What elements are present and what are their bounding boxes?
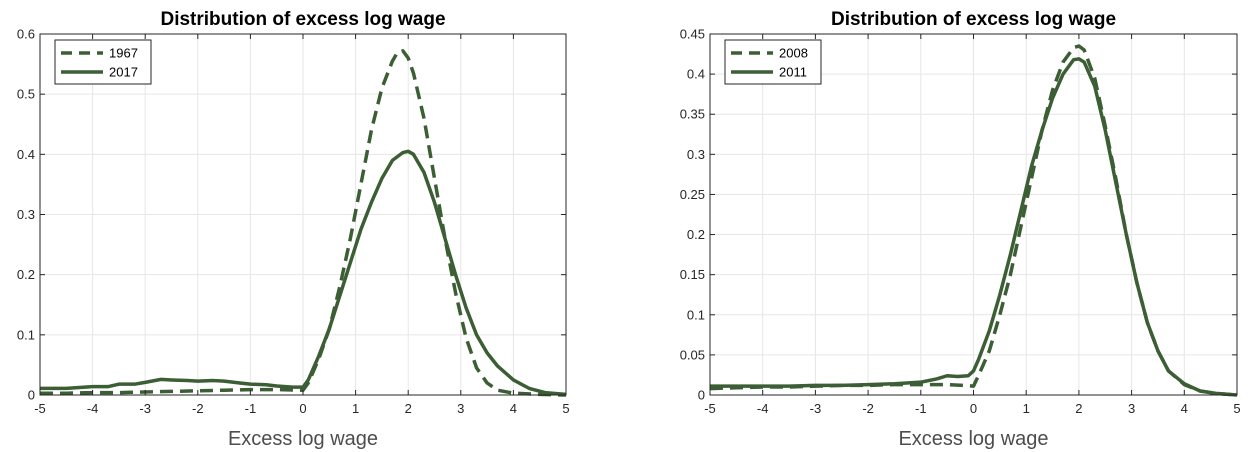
chart-panel-right: -5 -4 -3 -2 -1 0 1 2 3 4 5 0 0.05 0.1 0.15 0.2 0.25 0.3 0.…: [680, 9, 1241, 450]
y-tick-label: 0: [698, 388, 705, 403]
x-tick-label: 4: [510, 401, 517, 416]
x-axis-label: Excess log wage: [898, 428, 1048, 450]
y-tick-label: 0.25: [680, 187, 705, 202]
chart-title: Distribution of excess log wage: [831, 9, 1116, 30]
y-tick-label: 0.2: [687, 227, 705, 242]
x-tick-label: -3: [810, 401, 822, 416]
legend-box: [54, 39, 152, 85]
y-tick-label: 0: [28, 388, 35, 403]
x-tick-label: -2: [192, 401, 204, 416]
x-tick-label: 0: [299, 401, 306, 416]
series-line-2017: [40, 149, 567, 397]
legend-box: [724, 39, 822, 85]
y-tick-label: 0.05: [680, 347, 705, 362]
x-tick-label: -3: [139, 401, 151, 416]
legend-label: 2011: [779, 65, 807, 80]
y-tick-label: 0.4: [687, 67, 705, 82]
x-axis-label: Excess log wage: [228, 428, 378, 450]
legend-label: 2008: [779, 46, 808, 61]
y-tick-label: 0.5: [17, 87, 35, 102]
y-tick-label: 0.3: [687, 147, 705, 162]
series-line-2011: [710, 57, 1238, 397]
y-tick-label: 0.4: [17, 147, 35, 162]
x-tick-label: -4: [757, 401, 769, 416]
legend-label: 2017: [109, 65, 138, 80]
x-tick-label: 2: [405, 401, 412, 416]
series-line-1967: [40, 49, 567, 397]
x-tick-label: 4: [1181, 401, 1188, 416]
y-tick-label: 0.45: [680, 27, 705, 42]
x-tick-label: -4: [87, 401, 99, 416]
y-tick-label: 0.2: [17, 267, 35, 282]
x-tick-label: -1: [915, 401, 927, 416]
y-tick-label: 0.3: [17, 207, 35, 222]
chart-panel-left: -5 -4 -3 -2 -1 0 1 2 3 4 5 0 0.1 0.2 0.3 0.4 0.5 0.6 Distr…: [17, 9, 570, 450]
x-tick-label: -5: [34, 401, 46, 416]
x-tick-label: -5: [704, 401, 716, 416]
chart-title: Distribution of excess log wage: [160, 9, 445, 30]
x-tick-label: 1: [1023, 401, 1030, 416]
y-tick-label: 0.15: [680, 267, 705, 282]
y-tick-label: 0.1: [687, 307, 705, 322]
x-tick-label: 5: [562, 401, 569, 416]
x-tick-label: 3: [1128, 401, 1135, 416]
x-tick-label: 5: [1233, 401, 1240, 416]
legend-label: 1967: [109, 46, 138, 61]
x-tick-label: 0: [970, 401, 977, 416]
y-tick-label: 0.35: [680, 107, 705, 122]
y-tick-label: 0.1: [17, 327, 35, 342]
x-tick-label: -2: [862, 401, 874, 416]
x-tick-label: 1: [352, 401, 359, 416]
legend: 2008 2011: [724, 39, 822, 85]
x-tick-label: -1: [245, 401, 257, 416]
y-tick-label: 0.6: [17, 27, 35, 42]
x-tick-label: 2: [1075, 401, 1082, 416]
x-tick-label: 3: [457, 401, 464, 416]
legend: 1967 2017: [54, 39, 152, 85]
